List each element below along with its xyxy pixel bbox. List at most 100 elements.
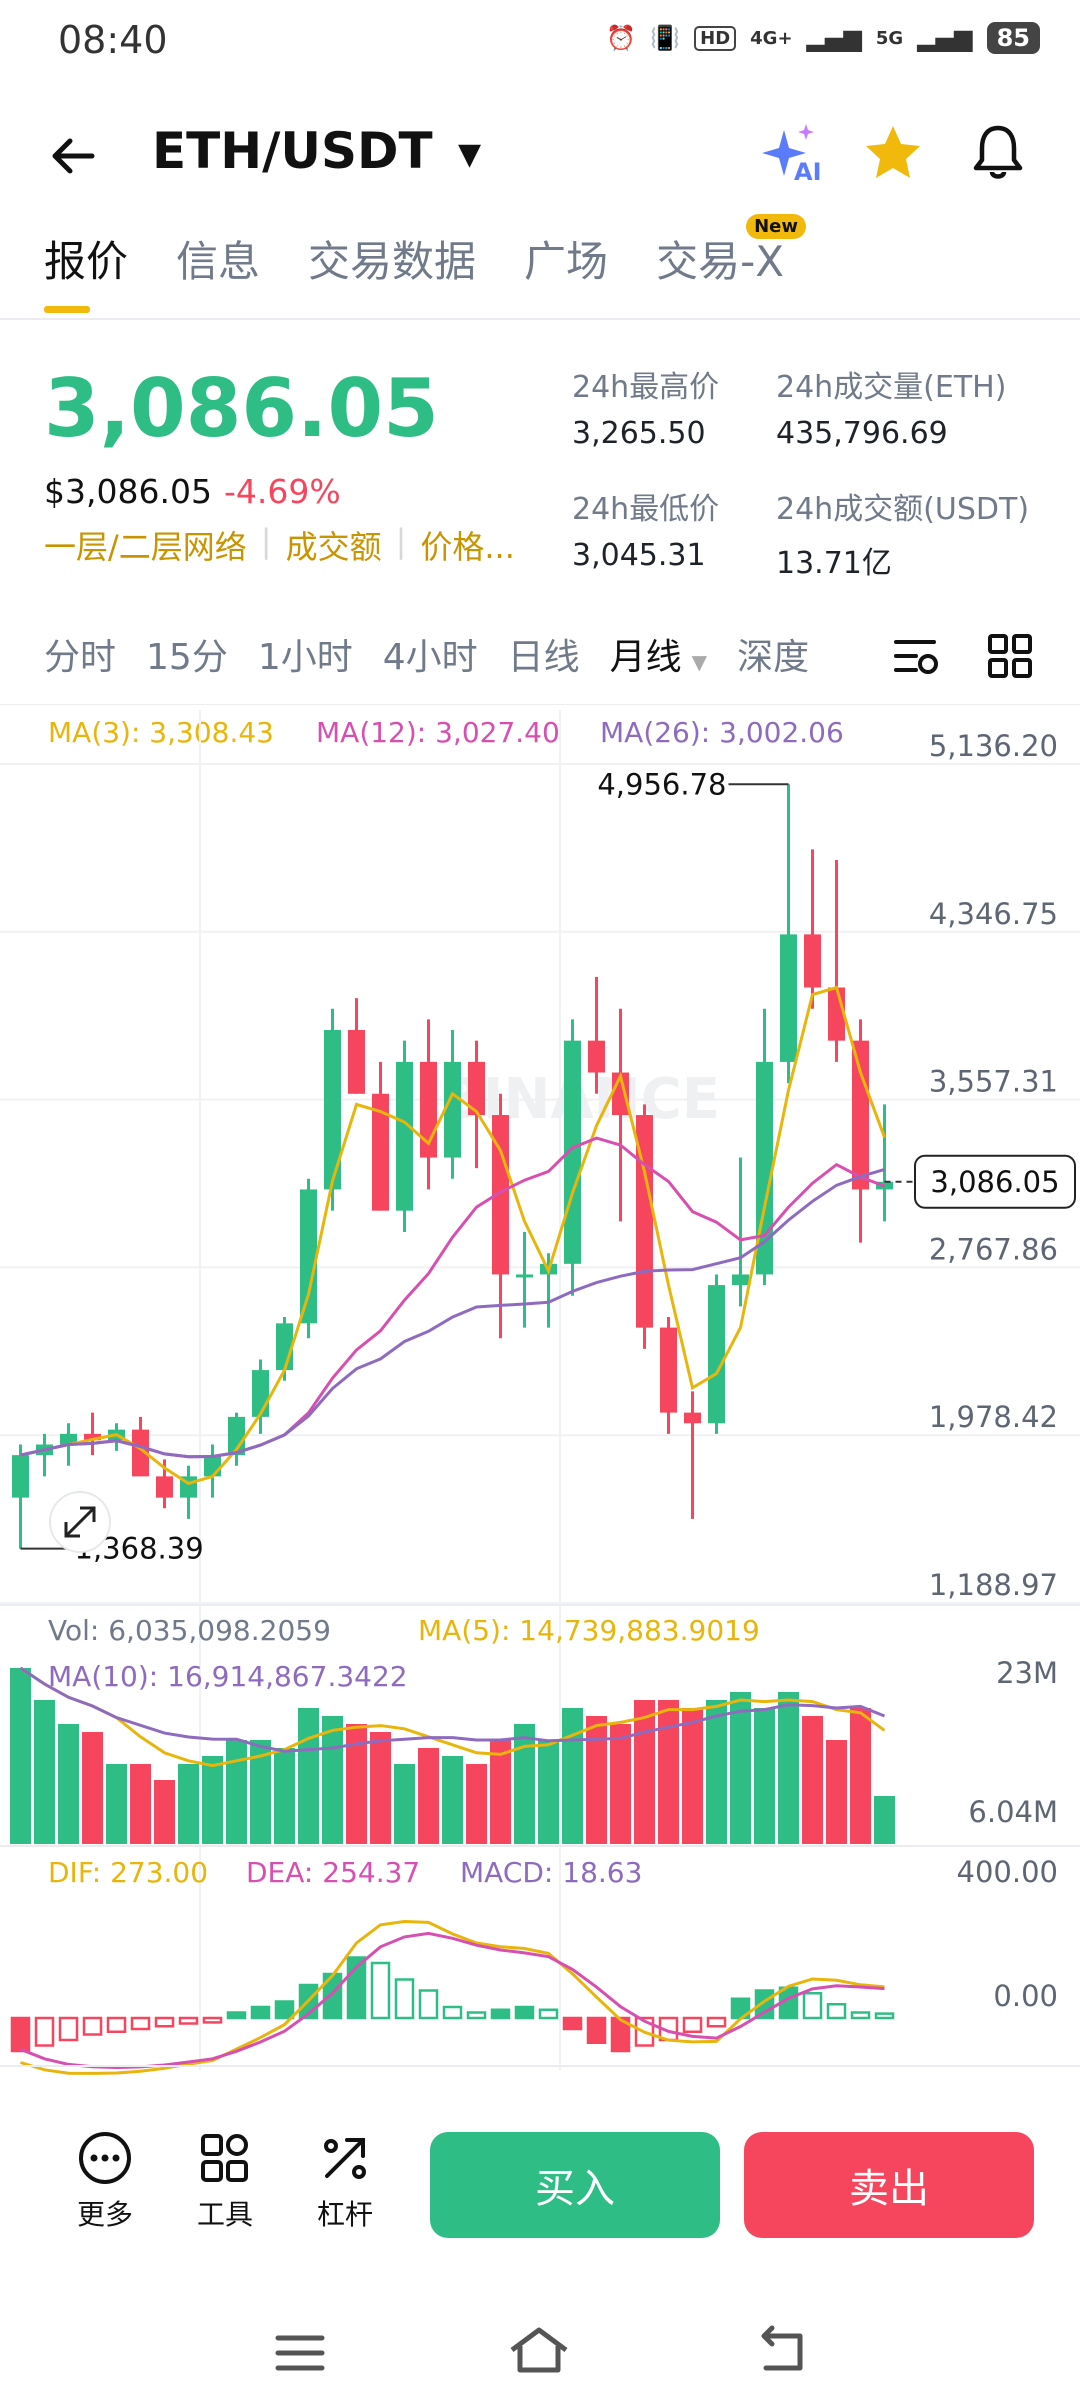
signal-bars-icon-2: ▂▄▆ [917,24,973,52]
system-nav-bar [0,2300,1080,2400]
macd-histogram-bar [802,1992,823,2020]
alarm-icon: ⏰ [606,24,637,52]
ma-3-text: MA(3): 3,308.43 [48,716,274,749]
candle-body [324,1030,341,1190]
back-nav-icon[interactable] [752,2322,812,2378]
volume-bar [82,1732,103,1844]
period-1d[interactable]: 日线 [507,637,580,678]
tab-trading-data[interactable]: 交易数据 [308,237,477,286]
home-icon[interactable] [506,2322,572,2378]
tools-icon [201,2134,248,2182]
macd-histogram-bar [706,2016,727,2028]
macd-histogram-bar [466,2011,487,2020]
macd-histogram-bar [58,2016,79,2042]
macd-histogram-bar [850,2011,871,2020]
leverage-label: 杠杆 [316,2198,373,2231]
volume-bar [322,1716,343,1844]
macd-histogram-bar [10,2016,31,2053]
tab-square[interactable]: 广场 [524,237,609,286]
status-time: 08:40 [58,18,168,62]
volume-bar [442,1756,463,1844]
period-monthly[interactable]: 月线 ▼ [610,628,707,680]
macd-axis-label: 400.00 [957,1855,1058,1889]
candle-body [516,1274,533,1278]
volume-bar [154,1780,175,1844]
more-button[interactable]: 更多 [60,2130,150,2233]
tab-trade-x[interactable]: 交易-X New [656,214,806,308]
macd-histogram-bar [82,2016,103,2036]
ai-button[interactable]: AI [756,120,826,190]
tag-price[interactable]: 价格... [420,528,515,566]
period-4h[interactable]: 4小时 [382,637,478,678]
layout-grid-button[interactable] [984,630,1036,686]
tab-bar: 报价 信息 交易数据 广场 交易-X New [44,214,806,313]
usd-price: $3,086.05 [44,472,212,511]
ma-12-line [20,1136,886,1459]
signal-bars-icon: ▂▄▆ [806,24,862,52]
volume-bar [274,1748,295,1844]
volume-bar [826,1740,847,1844]
macd-histogram-bar [34,2016,55,2047]
dif-line [20,1919,885,2075]
pair-selector[interactable]: ETH/USDT ▼ [152,122,481,180]
volume-bar [490,1740,511,1844]
favorite-button[interactable] [862,122,924,188]
signal-5g: 5G [875,27,904,49]
tag-turnover[interactable]: 成交额 [285,528,382,566]
volume-bar [202,1756,223,1844]
volume-bar [850,1708,871,1844]
buy-button[interactable]: 买入 [430,2132,720,2238]
status-icons: ⏰ 📳 HD 4G+ ▂▄▆ 5G ▂▄▆ 85 [606,22,1040,54]
tag-layer-network[interactable]: 一层/二层网络 [44,528,247,566]
price-chart[interactable]: BINANCE5,136.204,346.753,557.312,767.861… [0,700,1080,2100]
macd-histogram-bar [226,2011,247,2020]
top-bar: ETH/USDT ▼ AI [0,110,1080,194]
volume-bar [130,1764,151,1844]
period-monthly-label: 月线 [609,637,682,678]
indicator-settings-button[interactable] [890,630,942,686]
candle-body [780,934,797,1062]
tag-separator: | [395,522,407,560]
volume-bar [58,1724,79,1844]
vol-ma10-line [19,1666,886,1753]
grid-icon [988,634,1032,678]
stat-label: 24h最低价 [572,492,720,527]
period-time[interactable]: 分时 [44,637,117,678]
stat-label: 24h成交额(USDT) [776,492,1030,527]
candle-body [708,1285,725,1424]
candle-body [84,1433,101,1441]
menu-icon[interactable] [270,2328,330,2378]
alert-button[interactable] [966,120,1030,188]
leverage-button[interactable]: 杠杆 [300,2130,390,2233]
caret-down-icon: ▼ [458,137,482,172]
bell-icon [973,125,1023,179]
stat-24h-high: 24h最高价 3,265.50 [572,362,719,451]
volume-bar [682,1708,703,1844]
ai-label: AI [794,158,822,186]
current-price-box [914,1154,1076,1209]
ma-26-label: MA(26): 3,002.06 [600,716,844,749]
candle-body [396,1061,413,1211]
macd-histogram-bar [514,2005,535,2020]
sell-button[interactable]: 卖出 [744,2132,1034,2238]
stat-value: 3,265.50 [572,416,706,451]
ai-sparkle-icon [762,124,814,176]
volume-bar [754,1708,775,1844]
status-bar: 08:40 ⏰ 📳 HD 4G+ ▂▄▆ 5G ▂▄▆ 85 [0,0,1080,84]
macd-histogram-bar [106,2016,127,2033]
dea-label: DEA: 254.37 [246,1856,420,1889]
period-1h[interactable]: 1小时 [257,637,353,678]
volume-bar [610,1724,631,1844]
back-button[interactable] [44,126,104,190]
volume-bar [658,1700,679,1844]
stat-label: 24h最高价 [572,370,720,405]
macd-histogram-bar [442,2005,463,2020]
candle-body [684,1412,701,1424]
volume-bar [634,1700,655,1844]
tab-quote[interactable]: 报价 [44,228,128,313]
price-axis-label: 2,767.86 [929,1232,1058,1266]
tab-info[interactable]: 信息 [176,237,261,286]
period-15m[interactable]: 15分 [146,637,228,678]
period-depth[interactable]: 深度 [737,637,810,678]
tools-button[interactable]: 工具 [180,2130,270,2233]
